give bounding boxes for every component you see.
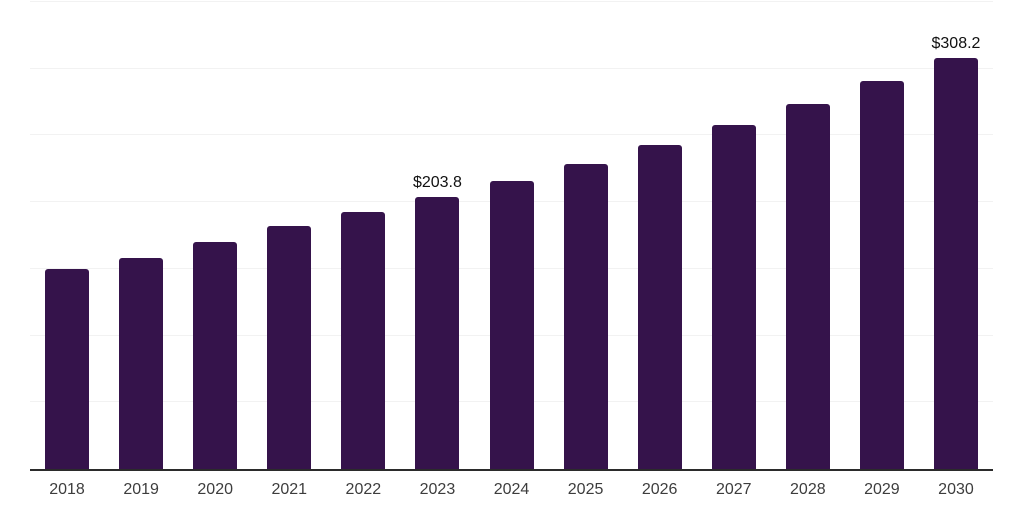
x-tick-label-2028: 2028 — [790, 481, 826, 498]
bar-2019[interactable] — [119, 258, 164, 469]
bar-value-label-2030: $308.2 — [931, 34, 981, 52]
bar-2025[interactable] — [563, 163, 608, 469]
x-tick-label-2026: 2026 — [641, 481, 678, 498]
x-tick-label-2027: 2027 — [715, 481, 752, 498]
bar-column-2027 — [697, 2, 771, 469]
bar-2023[interactable] — [415, 197, 460, 469]
bar-column-2028 — [771, 2, 845, 469]
x-tick-label-2019: 2019 — [123, 481, 159, 498]
bar-2022[interactable] — [341, 212, 386, 469]
bar-column-2023: $203.8 — [400, 2, 474, 469]
x-tick-label-2021: 2021 — [271, 481, 308, 498]
x-tick-label-2023: 2023 — [419, 481, 456, 498]
x-axis-labels: 2018 2019 2020 2021 2022 2023 2024 2025 2026 2027… — [30, 482, 993, 498]
bar-2030[interactable] — [933, 57, 978, 469]
x-tick-label-2020: 2020 — [197, 481, 233, 498]
bar-2021[interactable] — [267, 226, 312, 469]
bar-2029[interactable] — [859, 81, 904, 469]
bar-column-2020 — [178, 2, 252, 469]
bar-2028[interactable] — [785, 103, 830, 469]
bar-column-2022 — [326, 2, 400, 469]
x-tick-label-2018: 2018 — [49, 481, 85, 498]
x-tick-label-2024: 2024 — [493, 481, 530, 498]
bars: $203.8 $308.2 — [30, 2, 993, 469]
x-tick-label-2029: 2029 — [864, 481, 900, 498]
bar-column-2018 — [30, 2, 104, 469]
bar-column-2019 — [104, 2, 178, 469]
gridline-300 — [30, 67, 993, 69]
bar-2018[interactable] — [45, 269, 90, 469]
bar-column-2026 — [623, 2, 697, 469]
bar-column-2025 — [549, 2, 623, 469]
bar-column-2029 — [845, 2, 919, 469]
x-tick-label-2025: 2025 — [567, 481, 604, 498]
bar-2027[interactable] — [711, 125, 756, 469]
bar-column-2021 — [252, 2, 326, 469]
x-axis-line — [30, 469, 993, 471]
bar-column-2030: $308.2 — [919, 2, 993, 469]
x-tick-label-2030: 2030 — [938, 481, 974, 498]
bar-2026[interactable] — [637, 145, 682, 469]
bar-2020[interactable] — [193, 242, 238, 469]
bar-2024[interactable] — [489, 181, 534, 469]
gridline-350 — [30, 1, 993, 2]
bar-value-label-2023: $203.8 — [412, 174, 462, 192]
plot-area: $203.8 $308.2 — [30, 1, 993, 471]
bar-column-2024 — [474, 2, 548, 469]
x-tick-label-2022: 2022 — [345, 481, 382, 498]
gridline-250 — [30, 134, 993, 136]
